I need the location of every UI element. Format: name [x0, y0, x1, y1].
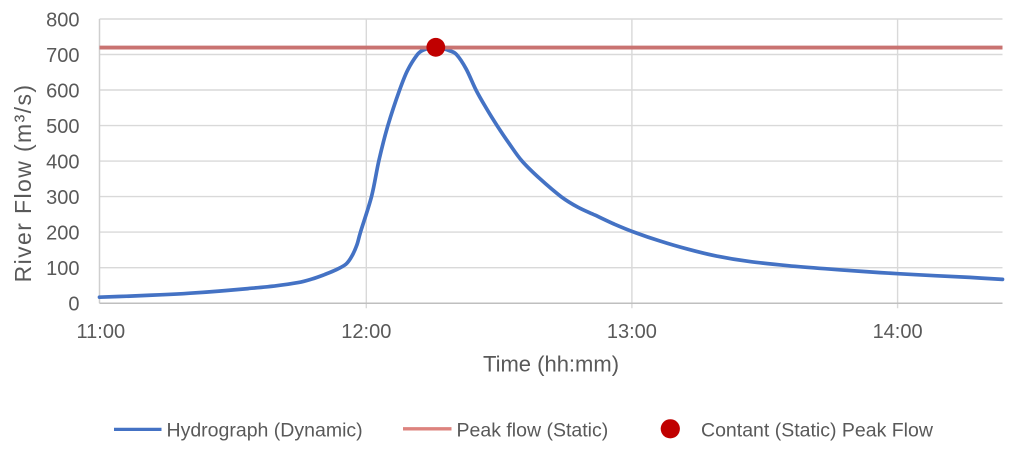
svg-text:Contant (Static) Peak Flow: Contant (Static) Peak Flow — [701, 420, 934, 442]
svg-text:800: 800 — [46, 9, 79, 31]
svg-text:700: 700 — [46, 45, 79, 67]
svg-text:100: 100 — [46, 258, 79, 280]
svg-text:12:00: 12:00 — [341, 321, 391, 343]
svg-text:Hydrograph (Dynamic): Hydrograph (Dynamic) — [167, 420, 363, 442]
svg-text:11:00: 11:00 — [77, 321, 126, 343]
svg-text:400: 400 — [46, 151, 79, 173]
svg-text:0: 0 — [68, 294, 79, 316]
svg-text:600: 600 — [46, 80, 79, 102]
svg-text:14:00: 14:00 — [873, 321, 923, 343]
svg-text:Time (hh:mm): Time (hh:mm) — [483, 352, 619, 377]
svg-text:300: 300 — [46, 187, 79, 209]
svg-text:500: 500 — [46, 116, 79, 138]
svg-text:Peak flow (Static): Peak flow (Static) — [457, 420, 609, 442]
svg-text:200: 200 — [46, 222, 79, 244]
svg-text:13:00: 13:00 — [607, 321, 657, 343]
svg-text:River Flow (m³/s): River Flow (m³/s) — [10, 84, 36, 283]
